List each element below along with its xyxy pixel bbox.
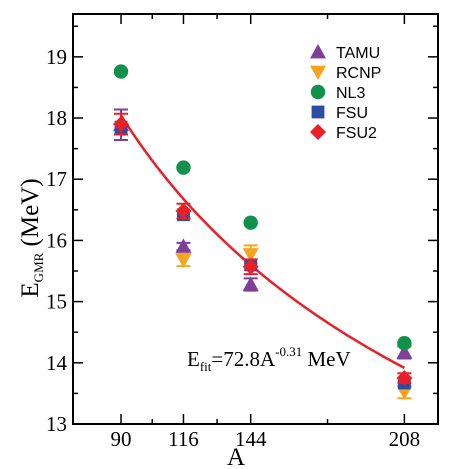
y-tick-label: 17 [46,167,67,191]
x-tick-label: 90 [111,427,132,451]
nl3-point [397,336,412,351]
x-tick-label: 144 [235,427,267,451]
tamu-point [396,344,413,359]
y-axis-title: EGMR (MeV) [17,178,46,297]
y-tick-label: 14 [46,351,68,375]
y-tick-label: 19 [46,45,67,69]
legend-marker-nl3 [310,84,326,100]
rcnp-point [242,248,259,263]
legend-label-fsu: FSU [336,105,368,122]
plot-frame [72,13,439,425]
y-axis-title-unit: (MeV) [17,178,44,252]
tamu-point [175,238,192,253]
axis-ticks [73,14,438,425]
y-axis-title-sub: GMR [31,252,46,282]
fsu2-point [242,258,259,275]
legend-marker-tamu [310,44,326,59]
series-tamu [113,108,413,360]
series-nl3 [113,64,412,351]
rcnp-point [175,253,192,268]
fit-label-eq: =72.8A [211,347,276,371]
fit-curve-line [119,114,405,370]
legend-label-rcnp: RCNP [336,65,381,82]
fit-label-sub: fit [200,359,212,374]
y-tick-label: 16 [46,228,67,252]
fit-label-unit: MeV [302,347,350,371]
x-tick-label: 116 [168,427,199,451]
legend-label-nl3: NL3 [336,85,365,102]
legend-marker-rcnp [310,65,326,80]
legend-marker-fsu [311,105,325,119]
y-tick-label: 15 [46,290,67,314]
legend-label-tamu: TAMU [336,45,380,62]
x-tick-label: 208 [389,427,421,451]
y-tick-label: 18 [46,106,67,130]
legend-marker-fsu2 [310,124,326,140]
nl3-point [243,215,258,230]
plot-area-border [72,13,439,425]
data-points [113,64,413,401]
y-tick-label: 13 [46,412,67,436]
fsu2-point [113,116,130,133]
x-axis-title: A [227,444,245,469]
fit-curve [119,114,405,370]
series-rcnp [175,244,413,401]
legend: TAMU RCNP NL3 FSU FSU2 [310,44,381,142]
fit-equation-label: Efit=72.8A-0.31 MeV [187,344,351,374]
fit-label-sup: -0.31 [275,344,302,359]
series-fsu2 [113,112,413,387]
fit-label-lhs: E [187,347,200,371]
legend-label-fsu2: FSU2 [336,125,377,142]
tick-labels: 13 14 15 16 17 18 19 90 116 144 208 [46,45,420,451]
fsu2-point [396,370,413,387]
nl3-point [176,160,191,175]
y-axis-title-main: E [17,282,44,297]
tamu-point [242,276,259,291]
nl3-point [113,64,129,79]
fsu2-point [175,203,192,220]
